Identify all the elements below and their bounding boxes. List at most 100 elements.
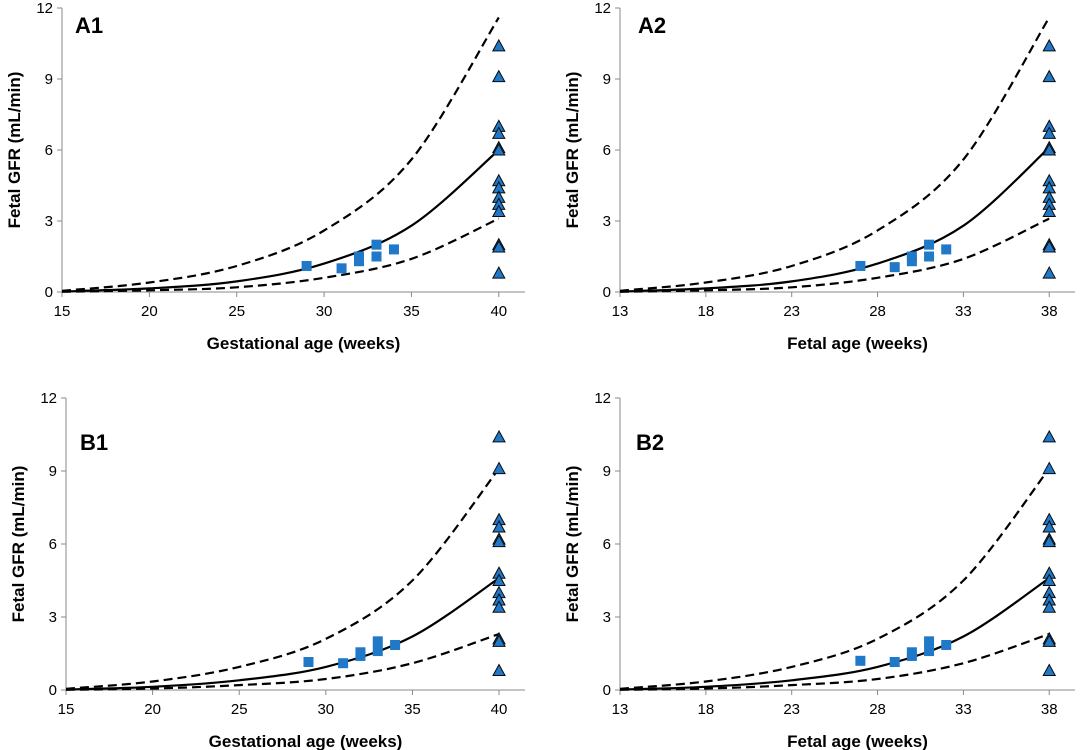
panel-a1: 0 3 6 9 12 15 20 25 30 35 40 Gestational age (weeks… (5, 0, 525, 353)
term-data-point (1042, 38, 1057, 52)
term-data-point (492, 534, 506, 548)
term-data-point (492, 429, 506, 443)
preterm-data-point (355, 647, 366, 658)
term-data-point (1042, 69, 1057, 83)
term-data-point (1042, 126, 1057, 139)
preterm-data-point (371, 251, 382, 262)
x-tick-label: 23 (783, 303, 800, 320)
y-tick-label: 12 (40, 390, 57, 407)
lower-bound-line (619, 632, 1050, 691)
x-axis-title: Gestational age (weeks) (209, 732, 403, 750)
x-tick-label: 38 (1041, 701, 1058, 718)
y-tick-label: 3 (45, 213, 53, 230)
preterm-data-point (924, 636, 935, 647)
preterm-data-point (338, 658, 349, 669)
preterm-data-point (889, 262, 900, 273)
x-tick-label: 28 (869, 303, 886, 320)
term-data-point (1042, 534, 1057, 548)
y-tick-label: 3 (603, 609, 611, 626)
x-tick-label: 18 (698, 701, 715, 718)
term-data-point (491, 266, 506, 279)
term-data-point (1042, 634, 1057, 647)
term-data-point (1042, 663, 1057, 677)
y-tick-label: 3 (49, 609, 57, 626)
term-data-point (1042, 266, 1057, 279)
preterm-data-point (354, 251, 365, 262)
term-data-point (492, 634, 506, 647)
y-tick-label: 6 (49, 536, 57, 553)
preterm-data-point (371, 239, 382, 250)
y-tick-label: 3 (603, 213, 611, 230)
preterm-data-point (303, 657, 314, 668)
preterm-data-point (941, 639, 952, 650)
upper-bound-line (65, 467, 500, 690)
median-line (619, 146, 1050, 293)
y-tick-label: 0 (45, 284, 53, 301)
term-data-point (492, 573, 506, 586)
x-tick-label: 30 (317, 701, 334, 718)
preterm-data-point (906, 647, 917, 658)
term-data-point (1042, 573, 1057, 586)
x-axis-title: Gestational age (weeks) (207, 334, 401, 353)
term-data-point (492, 519, 506, 533)
preterm-data-point (301, 260, 312, 271)
x-tick-label: 13 (612, 303, 629, 320)
term-data-point (1042, 239, 1057, 253)
y-tick-label: 0 (603, 284, 611, 301)
panel-b2: 0 3 6 9 12 13 18 23 28 33 38 Fetal age (weeks) Fetal… (563, 390, 1075, 750)
y-tick-label: 12 (594, 390, 611, 407)
term-data-point (1042, 519, 1057, 533)
preterm-data-point (388, 244, 399, 255)
x-tick-label: 40 (491, 701, 508, 718)
term-data-point (491, 38, 506, 52)
x-tick-label: 15 (58, 701, 75, 718)
term-data-point (491, 142, 506, 156)
preterm-data-point (336, 263, 347, 274)
x-tick-label: 35 (403, 303, 420, 320)
y-tick-label: 9 (603, 463, 611, 480)
x-axis-title: Fetal age (weeks) (787, 732, 928, 750)
y-axis-title: Fetal GFR (mL/min) (563, 466, 582, 623)
preterm-data-point (906, 251, 917, 262)
lower-bound-line (61, 217, 500, 293)
preterm-data-point (924, 239, 935, 250)
preterm-data-point (855, 655, 866, 666)
upper-bound-line (619, 16, 1051, 292)
panel-label: B1 (80, 430, 108, 455)
y-tick-label: 6 (603, 142, 611, 159)
term-data-point (492, 663, 506, 677)
x-tick-label: 35 (404, 701, 421, 718)
preterm-data-point (855, 260, 866, 271)
y-tick-label: 0 (603, 682, 611, 699)
x-tick-label: 13 (612, 701, 629, 718)
y-axis-title: Fetal GFR (mL/min) (563, 72, 582, 229)
lower-bound-line (619, 217, 1050, 293)
term-data-point (491, 69, 506, 83)
preterm-data-point (372, 646, 383, 657)
median-line (619, 577, 1050, 691)
x-tick-label: 23 (783, 701, 800, 718)
x-tick-label: 20 (141, 303, 158, 320)
term-data-point (492, 461, 506, 475)
x-tick-label: 25 (228, 303, 245, 320)
panel-a2: 0 3 6 9 12 13 18 23 28 33 38 Fetal age (weeks) Fetal… (563, 0, 1075, 353)
x-tick-label: 15 (54, 303, 71, 320)
x-tick-label: 20 (144, 701, 161, 718)
x-tick-label: 33 (955, 701, 972, 718)
term-data-point (1042, 461, 1057, 475)
y-tick-label: 6 (45, 142, 53, 159)
term-data-point (492, 600, 506, 613)
preterm-data-point (924, 251, 935, 262)
x-tick-label: 18 (698, 303, 715, 320)
x-tick-label: 28 (869, 701, 886, 718)
preterm-data-point (941, 244, 952, 255)
y-tick-label: 12 (36, 0, 53, 17)
preterm-data-point (924, 646, 935, 657)
term-data-point (1042, 429, 1057, 443)
x-tick-label: 30 (316, 303, 333, 320)
term-data-point (1042, 600, 1057, 613)
term-data-point (1042, 204, 1057, 218)
term-data-point (1042, 142, 1057, 156)
y-axis-title: Fetal GFR (mL/min) (5, 72, 24, 229)
